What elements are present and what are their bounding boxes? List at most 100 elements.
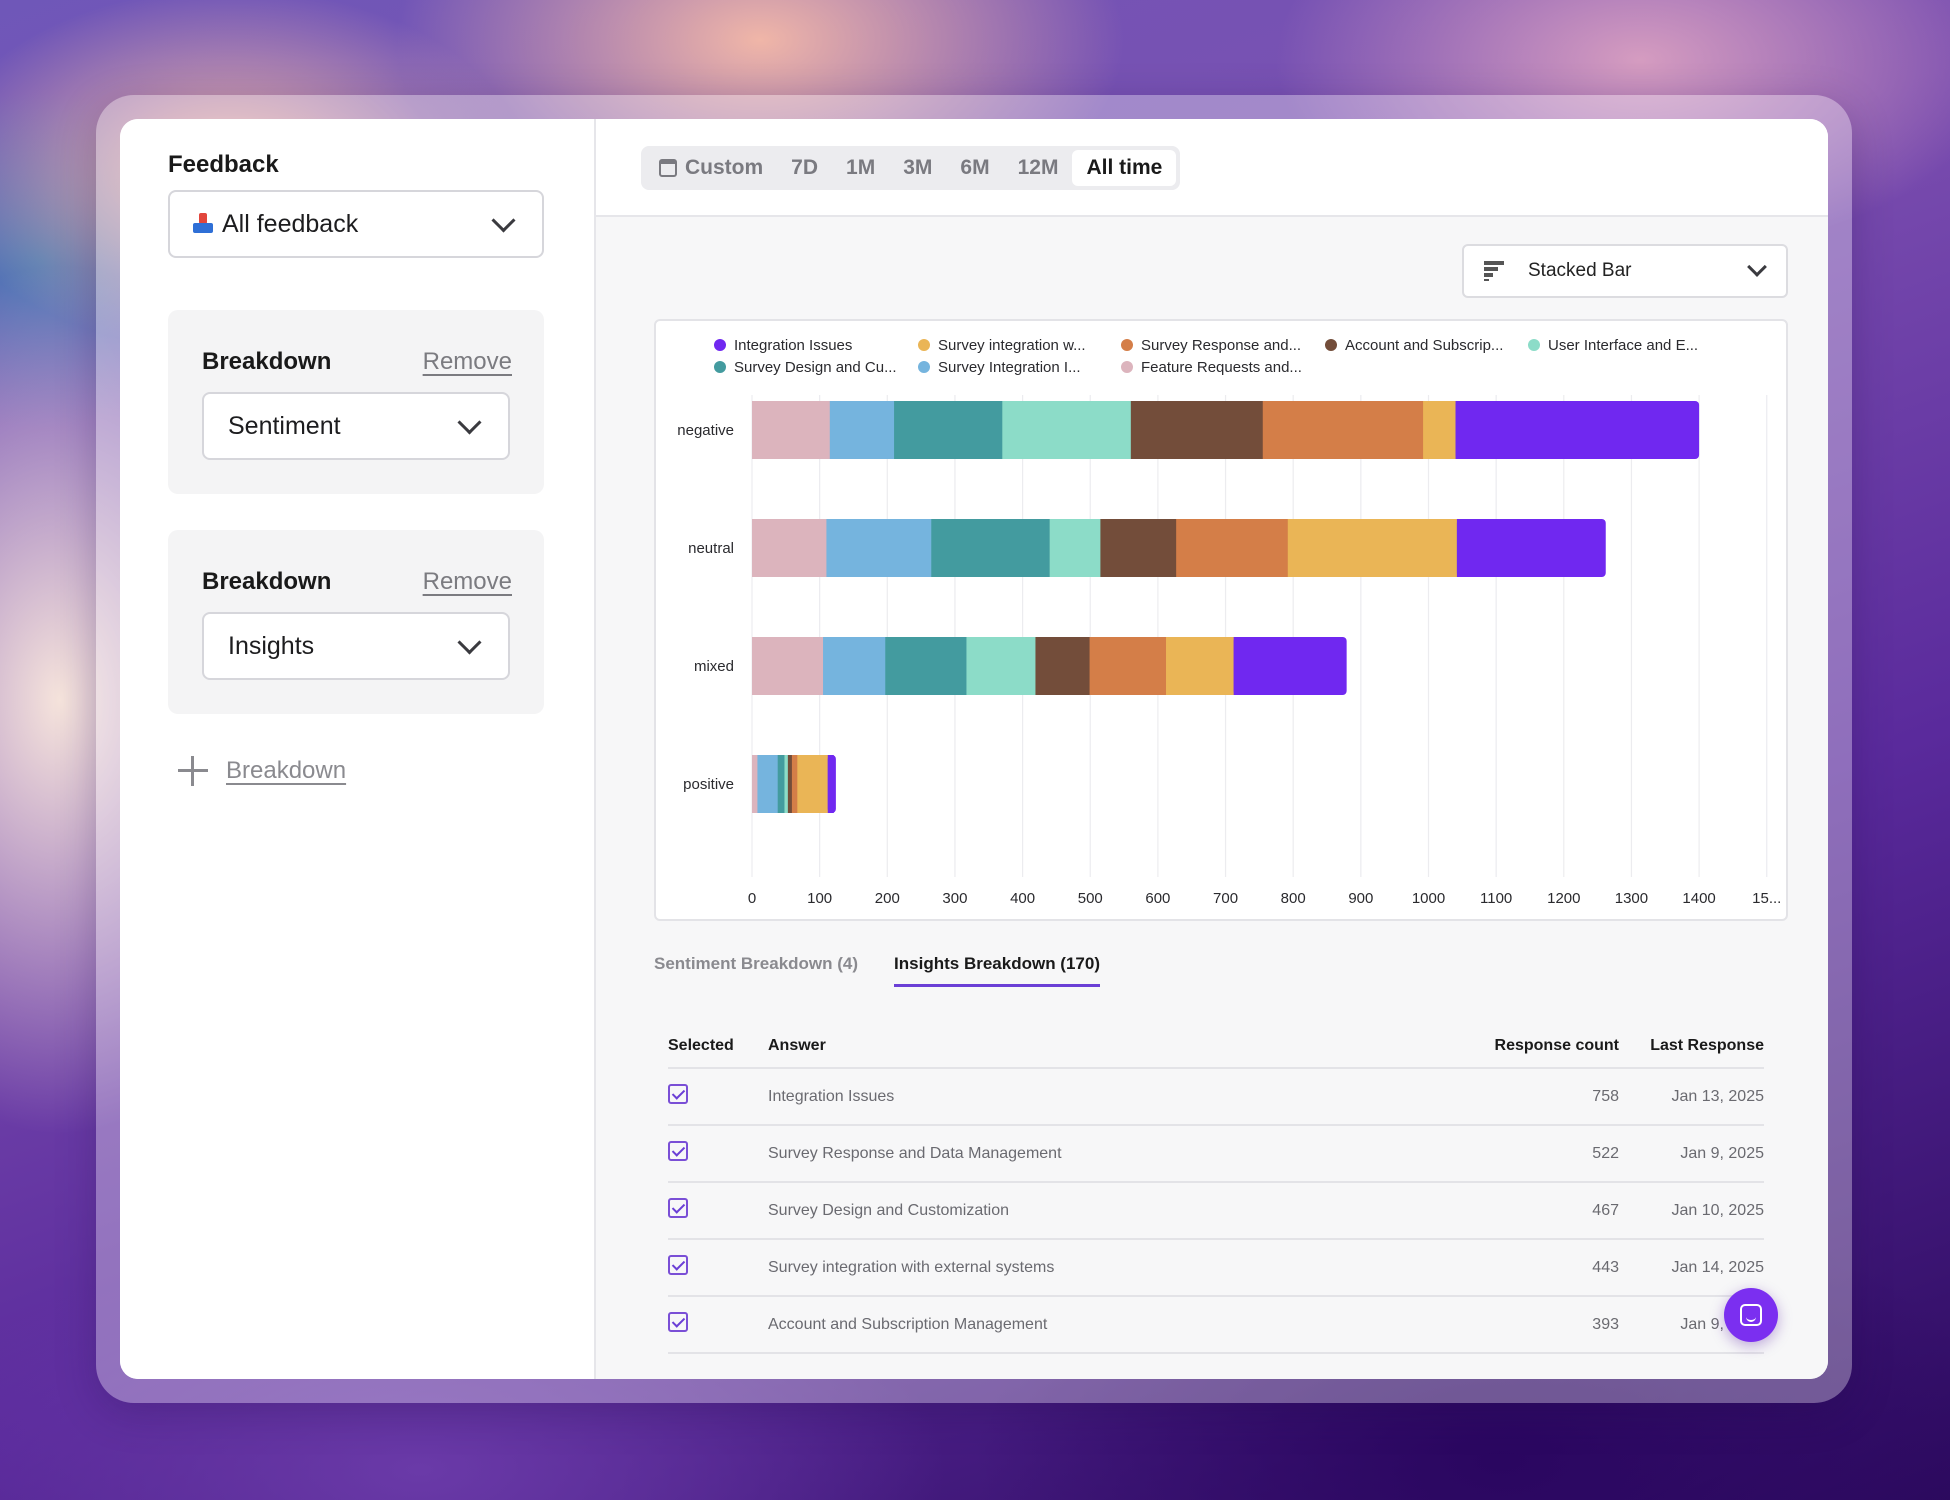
bar-segment xyxy=(757,755,779,813)
remove-breakdown-link[interactable]: Remove xyxy=(422,568,512,595)
bar-segment xyxy=(752,519,827,577)
chevron-down-icon xyxy=(457,630,482,655)
chevron-down-icon xyxy=(457,410,482,435)
add-breakdown-button[interactable]: Breakdown xyxy=(178,756,346,786)
legend-swatch xyxy=(1121,339,1133,351)
table-row[interactable]: Integration Issues 758 Jan 13, 2025 xyxy=(668,1069,1764,1126)
x-tick-label: 700 xyxy=(1213,890,1238,907)
range-tab-7d[interactable]: 7D xyxy=(791,156,819,179)
header-answer: Answer xyxy=(768,1037,826,1054)
breakdown-tabs: Sentiment Breakdown (4) Insights Breakdo… xyxy=(654,954,1136,987)
bar-segment xyxy=(1423,401,1457,459)
range-tab-12m[interactable]: 12M xyxy=(1017,156,1059,179)
bar-segment xyxy=(1089,637,1167,695)
range-tab-6m[interactable]: 6M xyxy=(960,156,990,179)
y-category-label: neutral xyxy=(688,540,734,557)
row-last-response: Jan 9, 2025 xyxy=(1680,1144,1764,1162)
stacked-bar-chart: Integration Issues Survey integration w..… xyxy=(677,337,1781,907)
y-category-label: positive xyxy=(683,776,734,793)
chart-type-value: Stacked Bar xyxy=(1528,260,1632,281)
legend-label: Survey Response and... xyxy=(1141,337,1301,354)
legend-label: Survey Design and Cu... xyxy=(734,359,897,376)
range-tab-all-time[interactable]: All time xyxy=(1072,150,1177,186)
top-bar: Custom 7D 1M 3M 6M 12M All time xyxy=(596,119,1828,217)
row-answer: Survey Design and Customization xyxy=(768,1201,1010,1219)
row-checkbox[interactable] xyxy=(668,1198,688,1218)
legend-swatch xyxy=(918,361,930,373)
legend-label: Feature Requests and... xyxy=(1141,359,1302,376)
range-tab-label: Custom xyxy=(685,156,764,179)
feedback-select[interactable]: All feedback xyxy=(168,190,544,258)
bar-segment xyxy=(1166,637,1235,695)
calendar-icon xyxy=(659,159,677,177)
x-tick-label: 100 xyxy=(807,890,832,907)
chevron-down-icon xyxy=(491,208,516,233)
table-row[interactable]: Account and Subscription Management 393 … xyxy=(668,1297,1764,1354)
bar-segment xyxy=(1456,519,1606,577)
chart-type-select[interactable]: Stacked Bar xyxy=(1462,244,1788,298)
bar-segment xyxy=(784,755,789,813)
row-checkbox[interactable] xyxy=(668,1084,688,1104)
bar-segment xyxy=(777,755,785,813)
feedback-select-value: All feedback xyxy=(222,209,359,238)
header-response-count[interactable]: Response count xyxy=(1494,1037,1619,1054)
bar-segment xyxy=(791,755,798,813)
bar-segment xyxy=(966,637,1036,695)
range-tab-custom[interactable]: Custom xyxy=(645,150,777,186)
add-breakdown-label: Breakdown xyxy=(226,757,347,784)
table-header: Selected Answer Response count Last Resp… xyxy=(668,1025,1764,1069)
row-last-response: Jan 10, 2025 xyxy=(1671,1201,1764,1219)
breakdown-select-value: Insights xyxy=(228,631,315,660)
row-answer: Survey Response and Data Management xyxy=(768,1144,1062,1162)
chat-launcher-button[interactable] xyxy=(1724,1288,1778,1342)
header-last-response[interactable]: Last Response xyxy=(1650,1037,1764,1054)
row-checkbox[interactable] xyxy=(668,1255,688,1275)
breakdown-card-1: Breakdown Remove Sentiment xyxy=(168,310,544,494)
inbox-icon xyxy=(192,213,214,235)
range-tab-3m[interactable]: 3M xyxy=(903,156,933,179)
breakdown-select-sentiment[interactable]: Sentiment xyxy=(202,392,510,460)
row-count: 393 xyxy=(1592,1315,1619,1333)
legend-swatch xyxy=(1325,339,1337,351)
bar-segment xyxy=(1456,519,1463,577)
tab-sentiment-breakdown[interactable]: Sentiment Breakdown (4) xyxy=(654,954,859,973)
bar-segment xyxy=(752,637,824,695)
table-row[interactable]: Survey Design and Customization 467 Jan … xyxy=(668,1183,1764,1240)
breakdown-select-insights[interactable]: Insights xyxy=(202,612,510,680)
bar-segment xyxy=(1002,401,1132,459)
y-category-label: negative xyxy=(677,422,734,439)
stacked-bar-icon xyxy=(1484,261,1506,281)
range-tab-1m[interactable]: 1M xyxy=(846,156,876,179)
bar-segment xyxy=(752,755,758,813)
row-checkbox[interactable] xyxy=(668,1312,688,1332)
row-count: 522 xyxy=(1592,1144,1619,1162)
tab-insights-breakdown[interactable]: Insights Breakdown (170) xyxy=(894,954,1100,987)
breakdown-select-value: Sentiment xyxy=(228,411,341,440)
bar-segment xyxy=(752,401,831,459)
x-tick-label: 1000 xyxy=(1412,890,1445,907)
x-tick-label: 900 xyxy=(1348,890,1373,907)
bar-segment xyxy=(823,637,886,695)
x-tick-label: 400 xyxy=(1010,890,1035,907)
legend-swatch xyxy=(714,339,726,351)
x-tick-label: 200 xyxy=(875,890,900,907)
legend-label: User Interface and E... xyxy=(1548,337,1698,354)
bar-segment xyxy=(885,637,967,695)
table-row[interactable]: Survey Response and Data Management 522 … xyxy=(668,1126,1764,1183)
legend-label: Account and Subscrip... xyxy=(1345,337,1503,354)
bar-segment xyxy=(826,519,932,577)
x-tick-label: 1200 xyxy=(1547,890,1580,907)
x-tick-label: 1300 xyxy=(1615,890,1648,907)
chevron-down-icon xyxy=(1747,257,1767,277)
row-checkbox[interactable] xyxy=(668,1141,688,1161)
bar-segment xyxy=(1233,637,1347,695)
table-row[interactable]: Survey integration with external systems… xyxy=(668,1240,1764,1297)
remove-breakdown-link[interactable]: Remove xyxy=(422,348,512,375)
time-range-tabs: Custom 7D 1M 3M 6M 12M All time xyxy=(641,146,1181,190)
bar-segment xyxy=(1233,637,1240,695)
chart-container: Integration Issues Survey integration w..… xyxy=(654,319,1788,921)
bar-segment xyxy=(1035,637,1091,695)
x-tick-label: 15... xyxy=(1752,890,1781,907)
plus-icon xyxy=(178,756,208,786)
x-tick-label: 600 xyxy=(1145,890,1170,907)
